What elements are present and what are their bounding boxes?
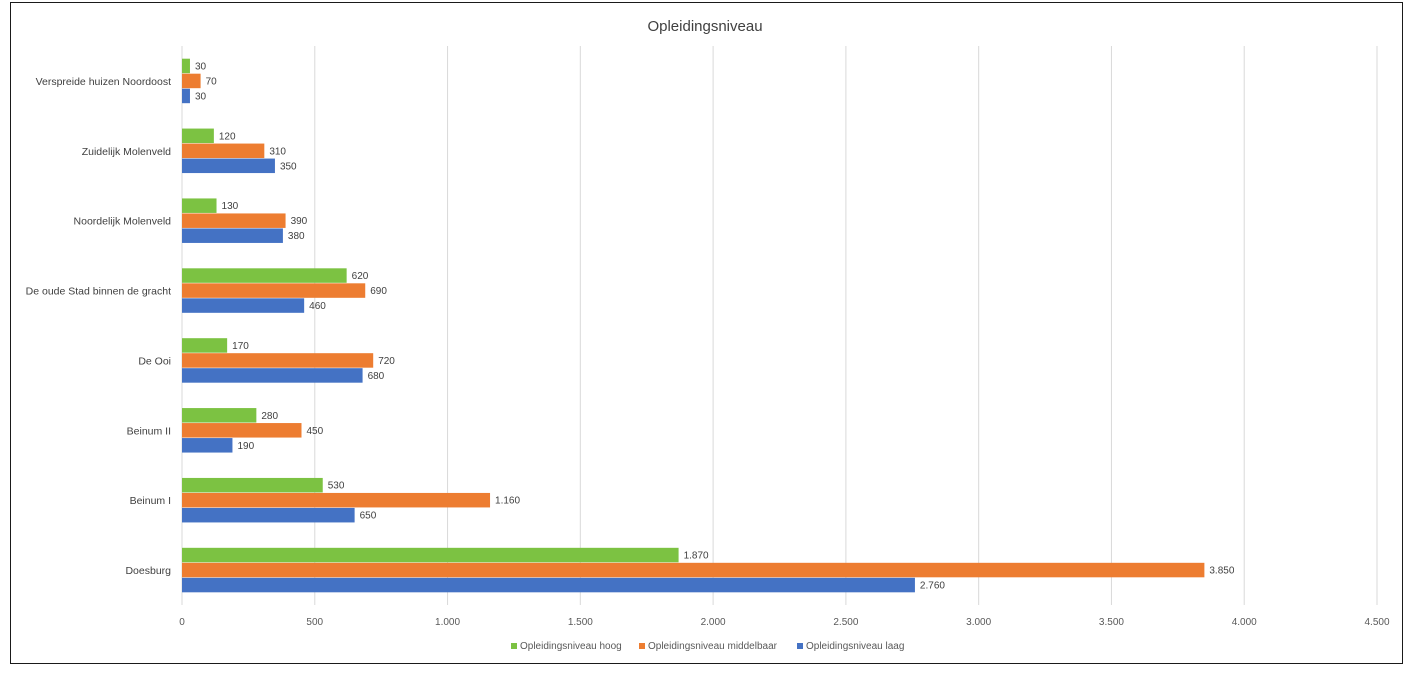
data-label: 120 xyxy=(219,131,236,142)
data-label: 1.160 xyxy=(495,496,520,507)
x-tick-label: 4.500 xyxy=(1364,617,1389,628)
bar[interactable] xyxy=(182,438,233,453)
x-tick-label: 4.000 xyxy=(1232,617,1257,628)
data-label: 30 xyxy=(195,91,207,102)
legend-swatch xyxy=(797,643,803,649)
bar[interactable] xyxy=(182,283,366,298)
category-label: Doesburg xyxy=(125,565,171,577)
bar[interactable] xyxy=(182,298,305,313)
bar[interactable] xyxy=(182,128,214,144)
bar[interactable] xyxy=(182,338,228,353)
data-label: 530 xyxy=(328,481,345,492)
data-label: 350 xyxy=(280,161,297,172)
bar[interactable] xyxy=(182,368,363,383)
category-label: De oude Stad binnen de gracht xyxy=(26,286,171,298)
bar[interactable] xyxy=(182,353,374,368)
data-label: 390 xyxy=(291,216,308,227)
bar[interactable] xyxy=(182,562,1205,578)
bar[interactable] xyxy=(182,547,679,563)
bar[interactable] xyxy=(182,213,286,228)
legend[interactable]: Opleidingsniveau hoog Opleidingsniveau mi… xyxy=(511,641,904,652)
bar[interactable] xyxy=(182,268,347,283)
x-tick-label: 2.500 xyxy=(833,617,858,628)
chart-title: Opleidingsniveau xyxy=(647,18,762,35)
category-label: Beinum II xyxy=(127,425,171,437)
x-tick-label: 3.000 xyxy=(966,617,991,628)
bar[interactable] xyxy=(182,228,283,243)
bar[interactable] xyxy=(182,477,323,493)
bar[interactable] xyxy=(182,88,190,104)
x-tick-label: 1.000 xyxy=(435,617,460,628)
category-label: De Ooi xyxy=(138,355,171,367)
data-label: 450 xyxy=(307,426,324,437)
data-label: 310 xyxy=(269,146,286,157)
bar[interactable] xyxy=(182,158,275,174)
bar[interactable] xyxy=(182,507,355,523)
x-tick-label: 1.500 xyxy=(568,617,593,628)
category-label: Verspreide huizen Noordoost xyxy=(36,76,172,88)
bar[interactable] xyxy=(182,577,915,593)
data-label: 130 xyxy=(222,201,239,212)
data-label: 680 xyxy=(368,371,385,382)
category-labels: Verspreide huizen Noordoost Zuidelijk Mol… xyxy=(26,76,172,577)
data-label: 650 xyxy=(360,511,377,522)
bar[interactable] xyxy=(182,423,302,438)
legend-label[interactable]: Opleidingsniveau laag xyxy=(806,641,904,652)
data-label: 380 xyxy=(288,231,305,242)
data-label: 70 xyxy=(206,76,218,87)
x-axis-ticks: 0 500 1.000 1.500 2.000 2.500 3.000 3.500 4.000 4… xyxy=(179,617,1390,628)
legend-label[interactable]: Opleidingsniveau hoog xyxy=(520,641,622,652)
data-label: 2.760 xyxy=(920,581,945,592)
data-label: 3.850 xyxy=(1209,566,1234,577)
category-label: Zuidelijk Molenveld xyxy=(82,146,171,158)
legend-swatch xyxy=(639,643,645,649)
bars xyxy=(182,58,1205,593)
data-label: 280 xyxy=(261,411,278,422)
x-tick-label: 0 xyxy=(179,617,185,628)
category-label: Noordelijk Molenveld xyxy=(74,216,172,228)
x-tick-label: 500 xyxy=(306,617,323,628)
bar[interactable] xyxy=(182,73,201,89)
bar[interactable] xyxy=(182,58,190,74)
category-label: Beinum I xyxy=(130,495,171,507)
data-label: 1.870 xyxy=(684,551,709,562)
bar[interactable] xyxy=(182,492,491,508)
bar[interactable] xyxy=(182,198,217,213)
bar[interactable] xyxy=(182,143,265,159)
legend-swatch xyxy=(511,643,517,649)
x-tick-label: 3.500 xyxy=(1099,617,1124,628)
legend-label[interactable]: Opleidingsniveau middelbaar xyxy=(648,641,778,652)
data-label: 690 xyxy=(370,286,387,297)
data-label: 30 xyxy=(195,61,207,72)
bar[interactable] xyxy=(182,408,257,423)
x-tick-label: 2.000 xyxy=(701,617,726,628)
data-label: 190 xyxy=(237,441,254,452)
data-label: 460 xyxy=(309,301,326,312)
data-label: 170 xyxy=(232,341,249,352)
data-label: 720 xyxy=(378,356,395,367)
data-label: 620 xyxy=(352,271,369,282)
